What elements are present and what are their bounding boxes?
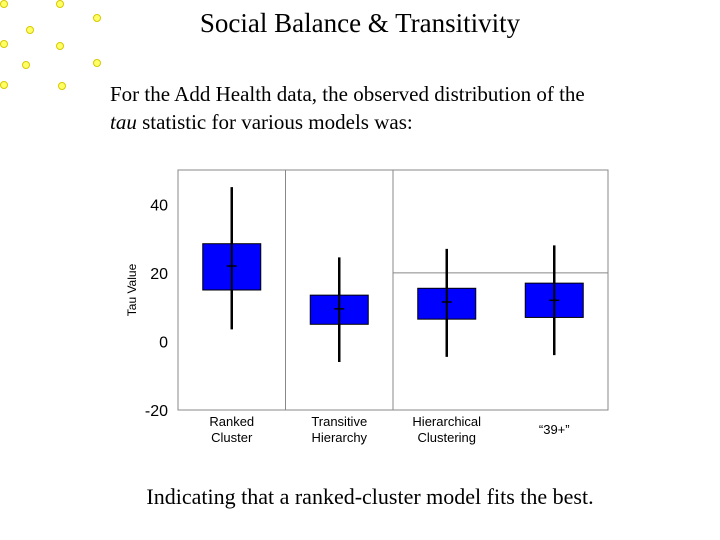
- decor-dot: [58, 82, 66, 90]
- x-category-label: Cluster: [211, 430, 253, 445]
- y-tick-label: 0: [159, 334, 168, 351]
- y-tick-label: 20: [150, 266, 168, 283]
- decor-dot: [22, 61, 30, 69]
- y-tick-label: 40: [150, 197, 168, 214]
- decor-dot: [0, 81, 8, 89]
- decor-dot: [56, 0, 64, 8]
- intro-line-2-rest: statistic for various models was:: [136, 110, 413, 134]
- x-category-label: Clustering: [417, 430, 476, 445]
- decor-dot: [0, 0, 8, 8]
- x-category-label: Hierarchy: [311, 430, 367, 445]
- intro-line-2: tau statistic for various models was:: [110, 108, 690, 136]
- decor-dot: [93, 14, 101, 22]
- intro-text: For the Add Health data, the observed di…: [110, 80, 690, 136]
- decorative-dots: [0, 0, 101, 90]
- x-category-label: Hierarchical: [412, 414, 481, 429]
- decor-dot: [93, 59, 101, 67]
- decor-dot: [0, 40, 8, 48]
- slide-title: Social Balance & Transitivity: [199, 8, 521, 38]
- decor-dot: [26, 26, 34, 34]
- conclusion-text: Indicating that a ranked-cluster model f…: [146, 484, 594, 509]
- x-category-label: “39+”: [539, 422, 570, 437]
- x-category-label: Transitive: [311, 414, 367, 429]
- x-category-label: Ranked: [209, 414, 254, 429]
- decor-dot: [56, 42, 64, 50]
- y-tick-label: -20: [145, 403, 168, 420]
- tau-word: tau: [110, 110, 137, 134]
- y-axis-label: Tau Value: [125, 263, 139, 316]
- intro-line-1: For the Add Health data, the observed di…: [110, 82, 585, 106]
